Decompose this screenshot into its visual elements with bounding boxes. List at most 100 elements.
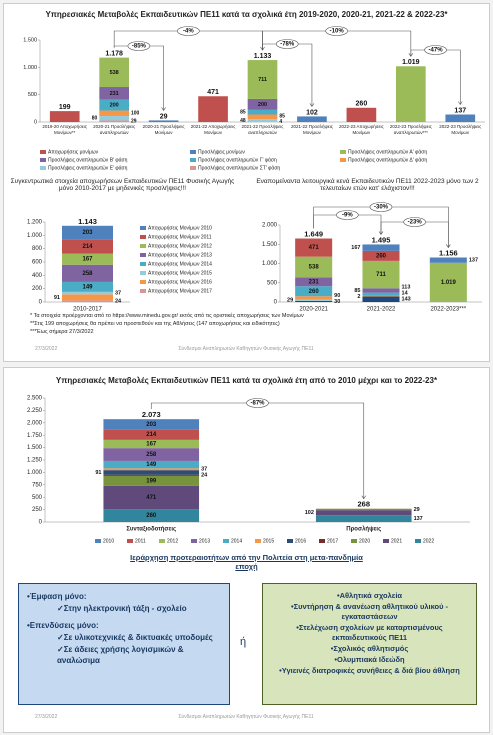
bar-segment: [99, 87, 129, 100]
annotation-bubble: [246, 398, 269, 408]
legend-swatch: [351, 539, 357, 543]
annotation: -23%: [408, 220, 423, 226]
data-label: 37: [115, 291, 121, 297]
footnote: ***Έως σήμερα 27/3/2022: [30, 329, 94, 335]
total-label: 1.133: [254, 53, 272, 60]
data-label: 167: [351, 245, 360, 251]
data-label: 260: [146, 513, 157, 519]
x-tick-label: 2022-2023***: [430, 307, 466, 313]
footnote: * Τα στοιχεία προέρχονται από το https:/…: [30, 313, 304, 319]
x-tick-label: 2020-2021: [299, 307, 328, 313]
data-label: 37: [201, 467, 207, 473]
legend-label: Αποχωρήσεις Μονίμων 2013: [148, 251, 212, 258]
data-label: 167: [146, 442, 157, 448]
total-label: 137: [454, 107, 466, 114]
bar-segment: [247, 119, 278, 122]
y-tick-label: 1.750: [27, 433, 43, 439]
footnote: **Στις 199 αποχωρήσεις θα πρέπει να προσ…: [30, 321, 280, 327]
total-label: 1.143: [78, 217, 97, 226]
legend-swatch: [319, 539, 325, 543]
legend-swatch: [190, 150, 196, 154]
x-tick-label: 2021-22 Προσλήψεις Μονίμων: [290, 124, 333, 135]
box-line: •Έμφαση μόνο:: [27, 592, 87, 601]
y-tick-label: 500: [32, 495, 43, 501]
chart-title: Υπηρεσιακές Μεταβολές Εκπαιδευτικών ΠΕ11…: [55, 376, 438, 385]
data-label: 200: [110, 103, 119, 109]
bar-segment: [362, 295, 400, 297]
bar-segment: [103, 470, 200, 475]
bar-segment: [362, 292, 400, 296]
annotation-arrow: [408, 53, 414, 57]
data-label: 538: [110, 70, 119, 76]
bar-segment: [247, 60, 278, 99]
bar-segment: [198, 96, 228, 122]
legend-swatch: [95, 539, 101, 543]
right-box: •Αθλητικά σχολεία •Συντήρηση & ανανέωση …: [262, 583, 477, 705]
legend-swatch: [140, 271, 146, 275]
annotation-arrow: [161, 107, 166, 111]
data-label: 214: [82, 244, 93, 250]
bar-segment: [99, 120, 129, 122]
data-label: 85: [279, 114, 285, 120]
chart-title: Υπηρεσιακές Μεταβολές Εκπαιδευτικών ΠΕ11…: [45, 10, 448, 19]
annotation-bubble: [275, 39, 299, 49]
chart-title: Συγκεντρωτικά στοιχεία αποχωρήσεων Εκπαι…: [10, 178, 235, 192]
bar-segment: [103, 485, 200, 510]
legend-label: Αποχωρήσεις μονίμων: [48, 148, 99, 155]
bar-segment: [362, 244, 400, 251]
data-label: 214: [146, 432, 157, 438]
box-line: ✓Σε υλικοτεχνικές & δικτυακές υποδομές: [57, 633, 213, 642]
legend-label: 2010: [103, 538, 114, 544]
bar-segment: [247, 109, 278, 115]
y-tick-label: 0: [274, 300, 278, 306]
x-tick-label: 2022-23 Προσλήψεις Μονίμων: [439, 124, 482, 135]
y-tick-label: 1.250: [27, 458, 43, 464]
data-label: 137: [414, 516, 423, 522]
data-label: 231: [309, 279, 320, 285]
bar-segment: [103, 475, 200, 486]
bar-segment: [99, 116, 129, 121]
y-tick-label: 200: [32, 286, 43, 292]
data-label: 137: [469, 258, 478, 264]
data-label: 14: [402, 291, 409, 297]
bar-segment: [445, 114, 476, 122]
total-label: 260: [356, 101, 368, 108]
data-label: 203: [146, 422, 157, 428]
bar-segment: [103, 419, 200, 430]
legend-label: 2022: [423, 538, 434, 544]
bar-segment: [103, 439, 200, 449]
y-tick-label: 2.250: [27, 408, 43, 414]
subtitle: Ιεράρχηση προτεραιοτήτων από την Πολιτεί…: [130, 553, 363, 571]
x-tick-label: Συνταξιοδοτήσεις: [126, 527, 176, 533]
legend-swatch: [383, 539, 389, 543]
bar-segment: [62, 239, 113, 254]
legend-label: Αποχωρήσεις Μονίμων 2012: [148, 242, 212, 249]
legend-label: Προσλήψεις αναπληρωτών Δ' φάση: [348, 156, 427, 163]
bar-segment: [362, 260, 400, 289]
bar-segment: [295, 256, 333, 278]
legend-label: Αποχωρήσεις Μονίμων 2015: [148, 269, 212, 276]
annotation-arrow: [378, 231, 384, 235]
data-label: 711: [258, 77, 267, 83]
bar-segment: [99, 57, 129, 88]
total-label: 102: [306, 109, 318, 116]
legend-label: 2015: [263, 538, 274, 544]
annotation: -4%: [183, 29, 194, 35]
y-tick-label: 2.000: [27, 420, 43, 426]
data-label: 1.019: [441, 280, 457, 286]
bar-segment: [295, 296, 333, 300]
legend-swatch: [140, 226, 146, 230]
legend-swatch: [140, 253, 146, 257]
bar-segment: [396, 66, 426, 122]
total-label: 199: [59, 104, 71, 111]
data-label: 167: [82, 257, 93, 263]
annotation-bubble: [424, 45, 447, 55]
bar-segment: [297, 116, 327, 122]
x-tick-label: 2021-2022: [367, 307, 396, 313]
annotation-arrow: [446, 244, 451, 249]
annotation-bubble: [177, 26, 200, 36]
annotation: -78%: [280, 42, 295, 48]
legend-label: 2017: [327, 538, 338, 544]
data-label: 471: [309, 245, 320, 251]
bar-segment: [99, 99, 129, 111]
